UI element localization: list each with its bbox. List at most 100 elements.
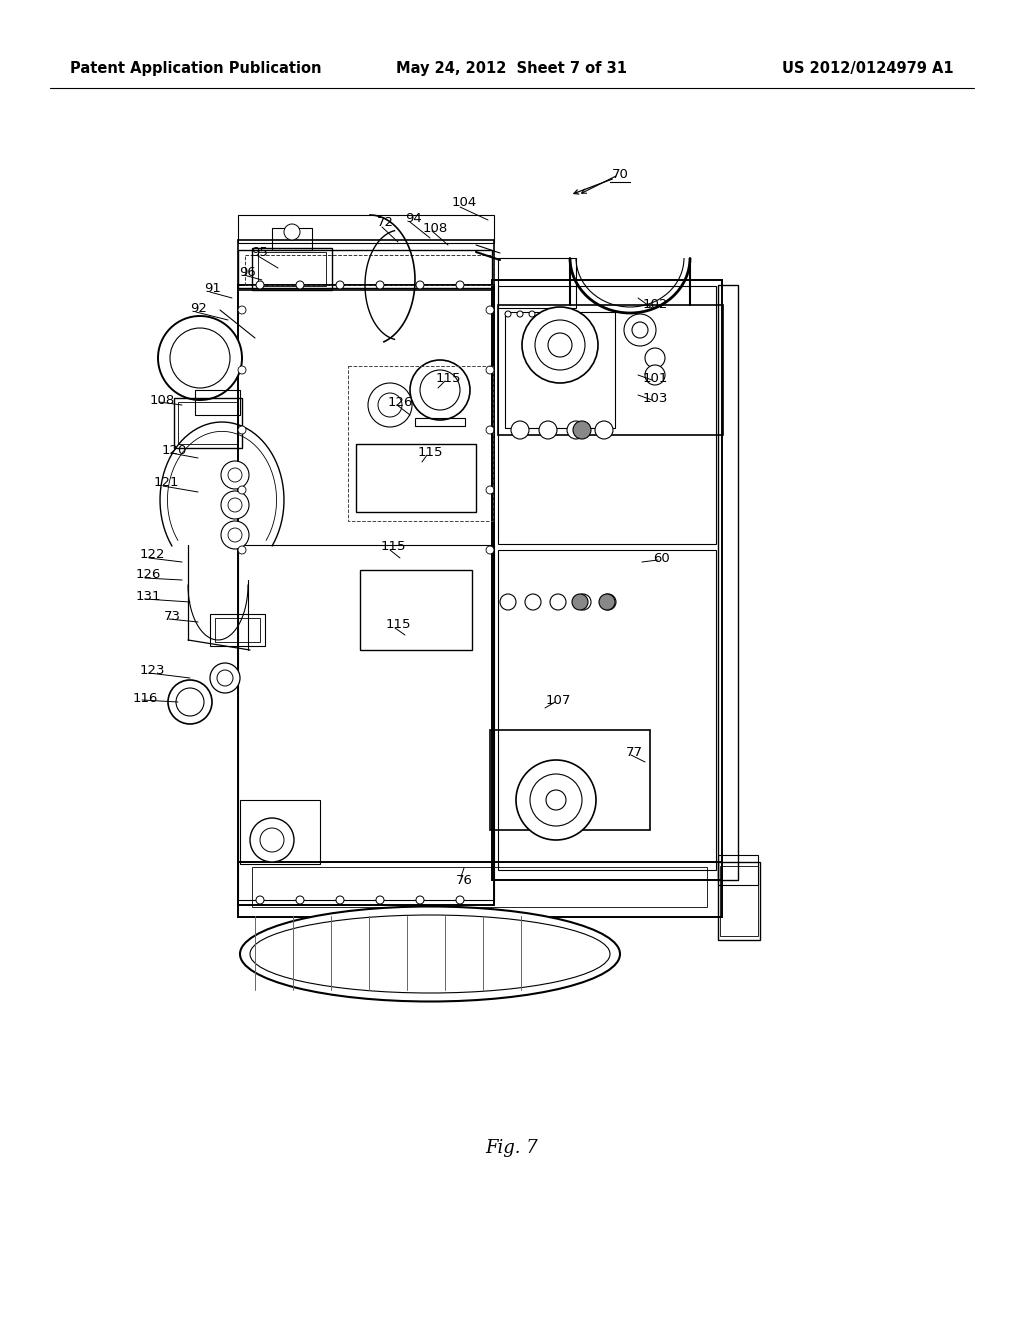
Ellipse shape (250, 915, 610, 993)
Ellipse shape (240, 907, 620, 1002)
Circle shape (624, 314, 656, 346)
Circle shape (500, 594, 516, 610)
Circle shape (410, 360, 470, 420)
Circle shape (238, 546, 246, 554)
Text: 107: 107 (546, 693, 570, 706)
Circle shape (176, 688, 204, 715)
Circle shape (517, 312, 523, 317)
Circle shape (210, 663, 240, 693)
Circle shape (238, 486, 246, 494)
Circle shape (550, 594, 566, 610)
Bar (238, 240, 494, 290)
Bar (174, 399, 242, 447)
Text: 95: 95 (252, 247, 268, 260)
Circle shape (516, 760, 596, 840)
Circle shape (486, 546, 494, 554)
Text: 108: 108 (422, 222, 447, 235)
Circle shape (599, 594, 615, 610)
Circle shape (296, 896, 304, 904)
Bar (718, 862, 760, 940)
Circle shape (595, 421, 613, 440)
Text: 115: 115 (417, 446, 442, 458)
Circle shape (336, 281, 344, 289)
Bar (252, 248, 332, 290)
Bar (245, 255, 493, 285)
Bar (498, 305, 723, 436)
Circle shape (645, 366, 665, 385)
Circle shape (256, 281, 264, 289)
Text: 108: 108 (150, 393, 175, 407)
Circle shape (168, 680, 212, 723)
Bar (252, 867, 707, 907)
Circle shape (238, 366, 246, 374)
Text: 131: 131 (135, 590, 161, 602)
Text: 126: 126 (135, 569, 161, 582)
Text: 121: 121 (154, 477, 179, 490)
Text: 104: 104 (452, 197, 476, 210)
Bar (490, 730, 650, 830)
Circle shape (228, 469, 242, 482)
Circle shape (600, 594, 616, 610)
Circle shape (572, 594, 588, 610)
Bar (718, 285, 738, 880)
Circle shape (522, 308, 598, 383)
Bar (215, 618, 260, 642)
Bar (505, 312, 615, 428)
Circle shape (228, 528, 242, 543)
Bar (238, 285, 494, 906)
Text: 96: 96 (239, 265, 255, 279)
Circle shape (530, 774, 582, 826)
Circle shape (260, 828, 284, 851)
Circle shape (416, 896, 424, 904)
Bar (210, 614, 265, 645)
Bar (272, 228, 312, 249)
Text: 72: 72 (377, 216, 393, 230)
Circle shape (567, 421, 585, 440)
Text: 116: 116 (132, 692, 158, 705)
Bar (238, 215, 494, 243)
Text: 76: 76 (456, 874, 472, 887)
Circle shape (632, 322, 648, 338)
Circle shape (256, 896, 264, 904)
Circle shape (296, 281, 304, 289)
Text: 101: 101 (642, 371, 668, 384)
Bar (718, 855, 758, 884)
Circle shape (546, 789, 566, 810)
Text: 70: 70 (611, 169, 629, 181)
Bar (348, 366, 493, 521)
Circle shape (645, 348, 665, 368)
Circle shape (420, 370, 460, 411)
Circle shape (525, 594, 541, 610)
Circle shape (456, 281, 464, 289)
Circle shape (505, 312, 511, 317)
Bar (498, 257, 575, 308)
Circle shape (368, 383, 412, 426)
Text: Fig. 7: Fig. 7 (485, 1139, 539, 1158)
Circle shape (221, 521, 249, 549)
Circle shape (416, 281, 424, 289)
Circle shape (284, 224, 300, 240)
Text: 60: 60 (652, 552, 670, 565)
Circle shape (250, 818, 294, 862)
Circle shape (170, 327, 230, 388)
Circle shape (573, 421, 591, 440)
Text: 122: 122 (139, 549, 165, 561)
Circle shape (238, 306, 246, 314)
Circle shape (535, 319, 585, 370)
Circle shape (486, 366, 494, 374)
Text: 91: 91 (205, 281, 221, 294)
Circle shape (376, 281, 384, 289)
Text: 102: 102 (642, 298, 668, 312)
Bar (238, 545, 494, 900)
Bar (415, 418, 465, 426)
Text: May 24, 2012  Sheet 7 of 31: May 24, 2012 Sheet 7 of 31 (396, 61, 628, 75)
Bar (238, 249, 492, 288)
Text: 103: 103 (642, 392, 668, 404)
Circle shape (217, 671, 233, 686)
Bar (238, 862, 722, 917)
Circle shape (228, 498, 242, 512)
Bar (720, 866, 758, 936)
Text: 123: 123 (139, 664, 165, 676)
Circle shape (511, 421, 529, 440)
Circle shape (158, 315, 242, 400)
